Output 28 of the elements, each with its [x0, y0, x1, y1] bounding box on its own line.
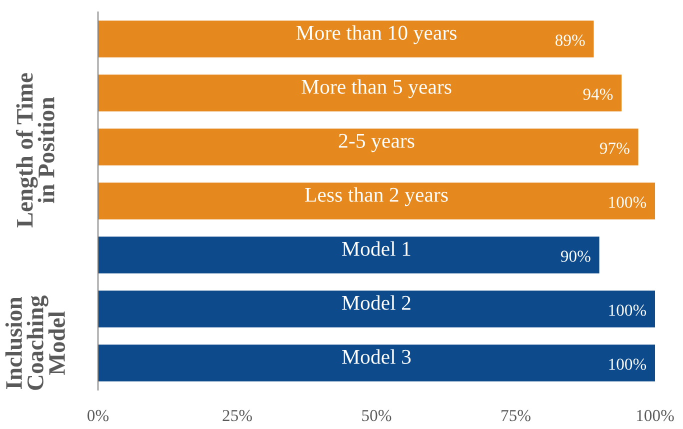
bar [98, 344, 655, 382]
bar [98, 20, 594, 58]
y-tick-label: More than 5 years [302, 79, 452, 98]
y-tick-label: More than 10 years [296, 25, 456, 44]
y-tick-label: Less than 2 years [305, 187, 448, 206]
data-label: 100% [609, 304, 646, 316]
bar [98, 236, 600, 274]
data-label: 100% [609, 196, 646, 208]
bar [98, 182, 655, 220]
y-tick-label: Model 3 [342, 349, 411, 364]
bar [98, 290, 655, 328]
y-tick-label: 2-5 years [338, 134, 414, 152]
data-label: 97% [600, 142, 630, 154]
y-tick-label: Model 1 [342, 241, 410, 256]
data-label: 100% [609, 358, 646, 370]
text: Inclusion Coaching Model [5, 296, 65, 390]
data-label: 89% [555, 34, 585, 46]
text: Length of Time in Position [16, 73, 54, 228]
x-tick-label: 75% [502, 410, 530, 422]
data-label: 90% [560, 250, 590, 262]
x-tick-label: 50% [362, 410, 392, 422]
x-tick-label: 0% [88, 410, 109, 422]
x-tick-label: 25% [222, 410, 252, 422]
y-tick-label: Model 2 [342, 295, 410, 310]
x-tick-label: 100% [637, 410, 674, 422]
bar [98, 128, 638, 166]
data-label: 94% [583, 88, 613, 100]
bar [98, 74, 622, 112]
